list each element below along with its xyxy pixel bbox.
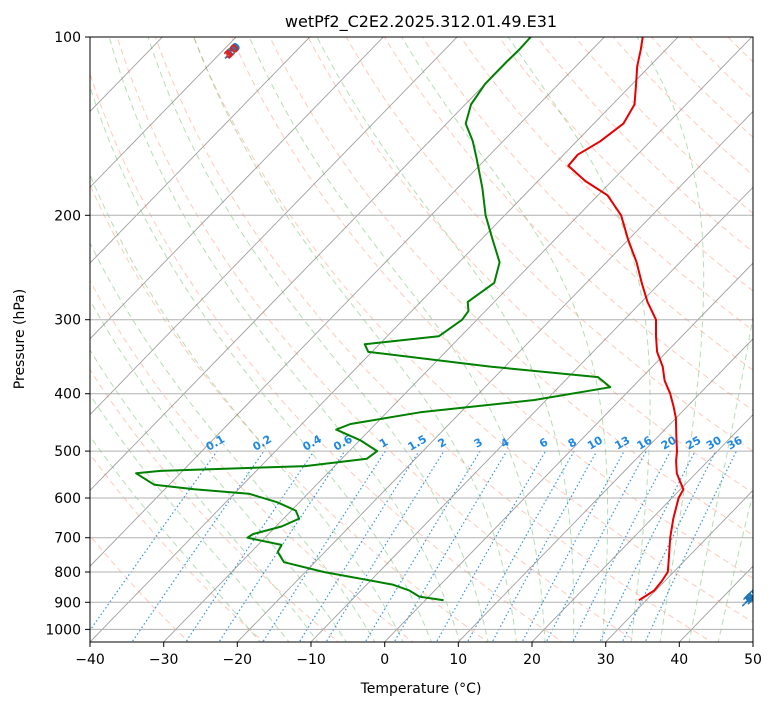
isotherm-line xyxy=(457,338,753,642)
dry-adiabat-line xyxy=(154,37,713,642)
x-tick-label: 30 xyxy=(597,652,615,668)
x-tick-label: −30 xyxy=(149,652,179,668)
dry-adiabat-line xyxy=(90,280,414,642)
x-tick-label: 20 xyxy=(523,652,541,668)
y-tick-label: 100 xyxy=(54,30,81,46)
mixing-ratio-line xyxy=(521,450,625,642)
mixing-ratio-line xyxy=(185,450,315,642)
isotherm-line xyxy=(310,186,753,642)
y-tick-label: 300 xyxy=(54,313,81,329)
y-tick-label: 400 xyxy=(54,387,81,403)
x-tick-label: 10 xyxy=(449,652,467,668)
x-axis-title: Temperature (°C) xyxy=(360,681,482,697)
y-tick-label: 600 xyxy=(54,491,81,507)
isotherm-line xyxy=(90,37,384,340)
mixing-ratio-line xyxy=(298,450,420,642)
y-tick-label: 200 xyxy=(54,208,81,224)
mixing-ratio-line xyxy=(572,450,672,642)
isotherm-line xyxy=(90,37,311,264)
y-axis-ticks: 100 200 300 400 500 600 700 800 900 1000 xyxy=(45,30,90,638)
isotherm-line xyxy=(90,37,679,642)
isotherm-line xyxy=(384,262,753,642)
gridlines xyxy=(90,37,753,630)
x-tick-label: −40 xyxy=(75,652,105,668)
y-tick-label: 500 xyxy=(54,444,81,460)
x-axis-ticks: −40 −30 −20 −10 0 10 20 30 40 50 xyxy=(75,642,762,668)
y-tick-label: 800 xyxy=(54,565,81,581)
isotherm-line xyxy=(90,37,458,416)
y-axis-title: Pressure (hPa) xyxy=(12,289,28,389)
dry-adiabat-line xyxy=(307,37,753,494)
y-tick-label: 700 xyxy=(54,531,81,547)
dewpoint-profile-line xyxy=(135,37,612,602)
moist-adiabat-line xyxy=(90,242,376,642)
isotherm-line xyxy=(90,37,532,492)
plot-frame xyxy=(89,36,754,643)
x-tick-label: −10 xyxy=(296,652,326,668)
mixing-ratio-line xyxy=(218,450,346,642)
mixing-ratio-line xyxy=(545,450,647,642)
temperature-profile-line xyxy=(567,37,685,602)
dry-adiabat-line xyxy=(345,37,753,452)
dry-adiabat-line xyxy=(116,37,638,642)
y-tick-label: 900 xyxy=(54,595,81,611)
isotherm-line xyxy=(605,489,753,642)
isotherm-line xyxy=(90,37,237,188)
x-tick-label: 50 xyxy=(744,652,762,668)
y-tick-label: 1000 xyxy=(45,622,81,638)
isotherm-line xyxy=(236,110,753,642)
dry-adiabat-line xyxy=(231,37,753,579)
plot-area xyxy=(90,37,753,642)
isotherm-line xyxy=(90,37,605,567)
profile-series xyxy=(135,37,685,602)
mixing-ratio-line xyxy=(325,450,445,642)
x-tick-label: 40 xyxy=(670,652,688,668)
x-tick-label: 0 xyxy=(380,652,389,668)
x-tick-label: −20 xyxy=(223,652,253,668)
mixing-ratio-line xyxy=(393,450,508,642)
isotherm-line xyxy=(531,413,753,642)
mixing-ratio-line xyxy=(644,450,738,642)
mixing-ratio-line xyxy=(90,450,218,632)
chart-title: wetPf2_C2E2.2025.312.01.49.E31 xyxy=(285,12,557,32)
